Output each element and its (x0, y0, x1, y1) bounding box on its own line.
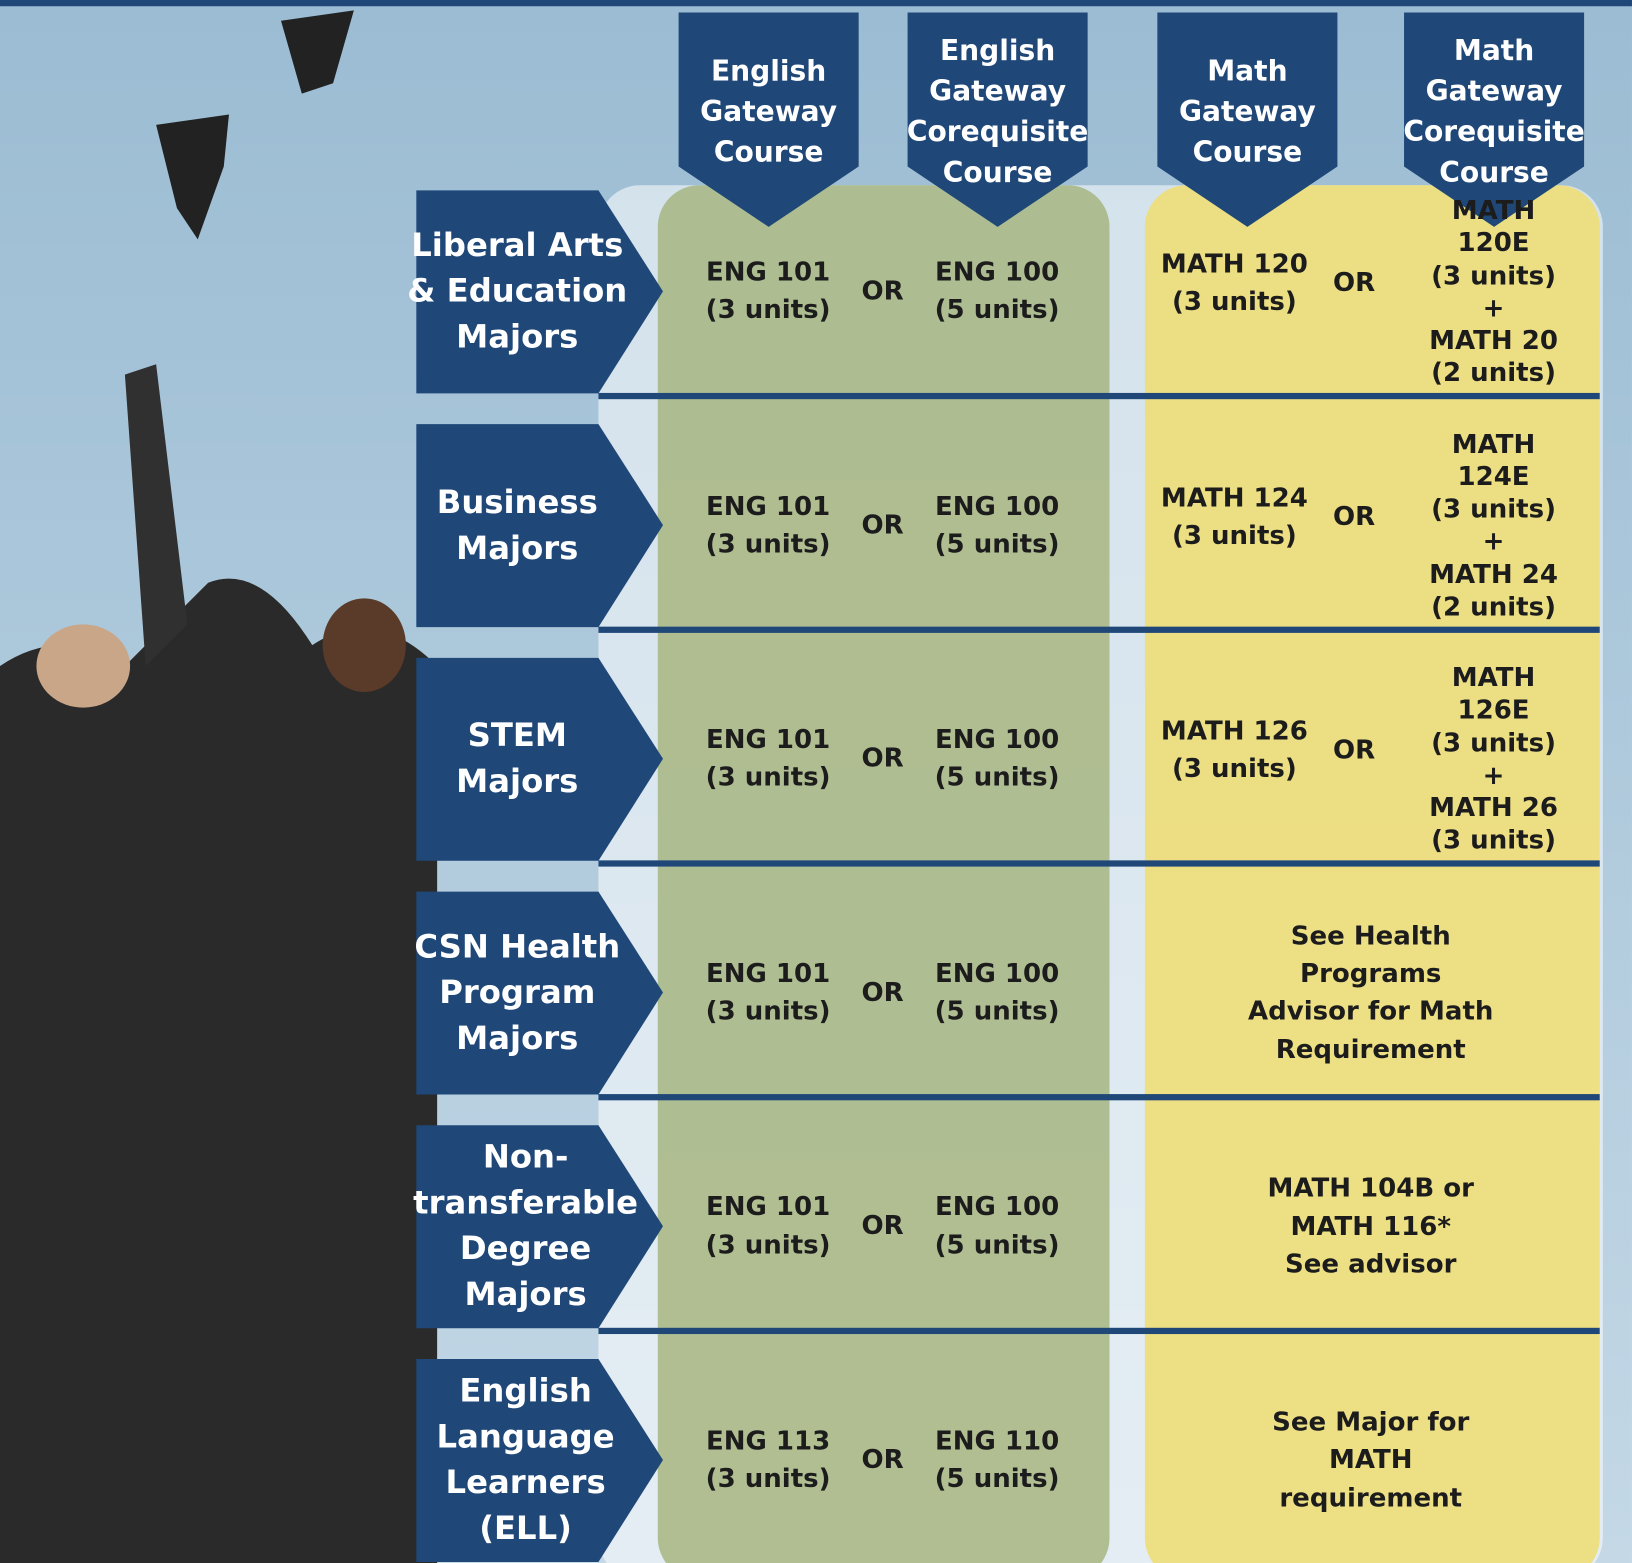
or-label: OR (1332, 267, 1376, 298)
top-rule (0, 0, 1632, 7)
row-tab (416, 891, 663, 1095)
course: ENG 100 (5 units) (934, 724, 1060, 793)
or-label: OR (1332, 734, 1376, 765)
math-note: See Health Programs Advisor for Math Req… (1248, 920, 1494, 1064)
or-label: OR (861, 976, 904, 1007)
or-label: OR (861, 275, 904, 306)
row-divider (598, 392, 1600, 400)
row-label: STEM Majors (456, 717, 579, 801)
header-tab (1404, 12, 1585, 227)
row-label: English Language Learners (ELL) (436, 1372, 615, 1548)
column-header: Math Gateway Corequisite Course (1403, 35, 1585, 190)
course: ENG 101 (3 units) (705, 957, 831, 1026)
row-divider (598, 1094, 1600, 1101)
course: ENG 110 (5 units) (934, 1425, 1060, 1494)
column-header: English Gateway Corequisite Course (906, 35, 1089, 190)
course: MATH 126E (3 units) + MATH 26 (3 units) (1429, 662, 1558, 856)
row-tab (416, 424, 663, 628)
math-note: See Major for MATH requirement (1272, 1406, 1470, 1513)
course: MATH 120E (3 units) + MATH 20 (2 units) (1429, 194, 1558, 388)
row-divider (598, 626, 1600, 633)
gowns (0, 578, 438, 1563)
course: ENG 100 (5 units) (934, 490, 1060, 559)
math-column (1144, 185, 1600, 1563)
course: ENG 113 (3 units) (705, 1425, 831, 1494)
course: ENG 101 (3 units) (705, 1191, 831, 1260)
row-tab (416, 657, 663, 861)
course: ENG 101 (3 units) (705, 724, 831, 793)
column-header: English Gateway Course (700, 55, 838, 170)
row-tab (416, 1125, 663, 1329)
course: MATH 120 (3 units) (1160, 248, 1308, 317)
math-note: MATH 104B or MATH 116* See advisor (1267, 1172, 1474, 1279)
row-tab (416, 1359, 663, 1562)
or-label: OR (861, 742, 904, 774)
row-label: Liberal Arts & Education Majors (407, 226, 628, 356)
course: MATH 124 (3 units) (1160, 482, 1308, 551)
cap (281, 10, 354, 94)
or-label: OR (861, 1444, 904, 1475)
row-label: Non- transferable Degree Majors (413, 1138, 639, 1314)
course: ENG 101 (3 units) (705, 256, 831, 325)
english-column (657, 185, 1110, 1563)
row-divider (598, 1327, 1600, 1335)
row-divider (598, 860, 1600, 867)
or-label: OR (861, 509, 904, 540)
row-label: CSN Health Program Majors (414, 927, 621, 1058)
course: ENG 100 (5 units) (934, 1191, 1060, 1260)
course: ENG 101 (3 units) (705, 490, 831, 559)
row-label: Business Majors (436, 483, 598, 567)
course: ENG 100 (5 units) (934, 256, 1060, 325)
face (322, 598, 406, 692)
or-label: OR (1332, 500, 1376, 532)
or-label: OR (861, 1210, 904, 1241)
face (36, 624, 131, 708)
row-tab (416, 190, 663, 394)
course: MATH 124E (3 units) + MATH 24 (2 units) (1429, 428, 1558, 622)
cap (156, 114, 229, 240)
arm (124, 364, 188, 666)
column-header: Math Gateway Course (1178, 55, 1316, 170)
header-tab (1157, 12, 1338, 227)
course: MATH 126 (3 units) (1160, 715, 1308, 784)
header-tab (678, 12, 859, 227)
header-tab (907, 12, 1088, 227)
course: ENG 100 (5 units) (934, 957, 1060, 1026)
